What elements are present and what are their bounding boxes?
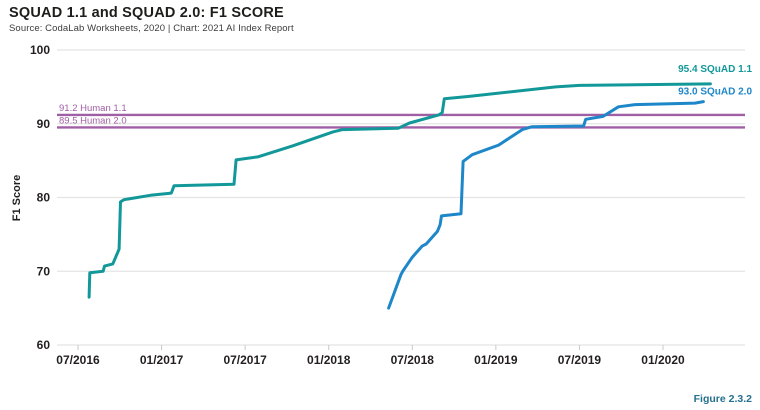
x-tick-label: 01/2019	[474, 353, 518, 367]
y-tick-label: 100	[30, 43, 50, 57]
x-tick-label: 07/2017	[223, 353, 267, 367]
y-tick-label: 90	[37, 117, 51, 131]
series-label: 95.4 SQuAD 1.1	[678, 64, 752, 75]
y-tick-label: 80	[37, 191, 51, 205]
chart-title: SQUAD 1.1 and SQUAD 2.0: F1 SCORE	[9, 5, 284, 21]
x-tick-label: 01/2018	[307, 353, 351, 367]
y-tick-label: 60	[37, 338, 51, 352]
human-reference-label: 91.2 Human 1.1	[59, 103, 127, 114]
figure-label: Figure 2.3.2	[693, 393, 752, 405]
human-reference-label: 89.5 Human 2.0	[59, 115, 127, 126]
x-tick-label: 07/2019	[558, 353, 602, 367]
chart-source: Source: CodaLab Worksheets, 2020 | Chart…	[9, 23, 294, 34]
x-tick-label: 07/2016	[56, 353, 100, 367]
y-tick-label: 70	[37, 264, 51, 278]
x-tick-label: 01/2017	[140, 353, 184, 367]
x-tick-label: 01/2020	[641, 353, 685, 367]
x-tick-label: 07/2018	[391, 353, 435, 367]
series-line-squad-2-0	[387, 100, 705, 310]
series-label: 93.0 SQuAD 2.0	[678, 87, 752, 98]
y-axis-label: F1 Score	[11, 175, 23, 221]
series-line-squad-1-1	[87, 82, 712, 299]
